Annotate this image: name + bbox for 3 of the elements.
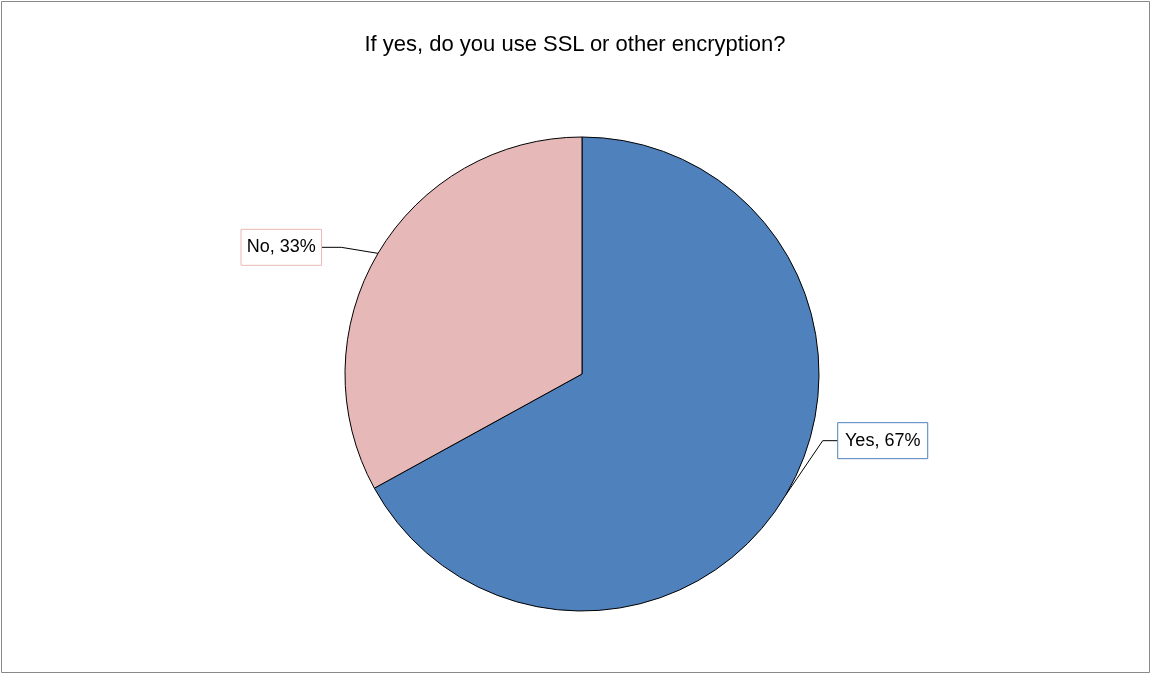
chart-title: If yes, do you use SSL or other encryption? (364, 31, 786, 56)
slice-label: Yes, 67% (845, 429, 921, 450)
slice-label: No, 33% (246, 236, 316, 257)
